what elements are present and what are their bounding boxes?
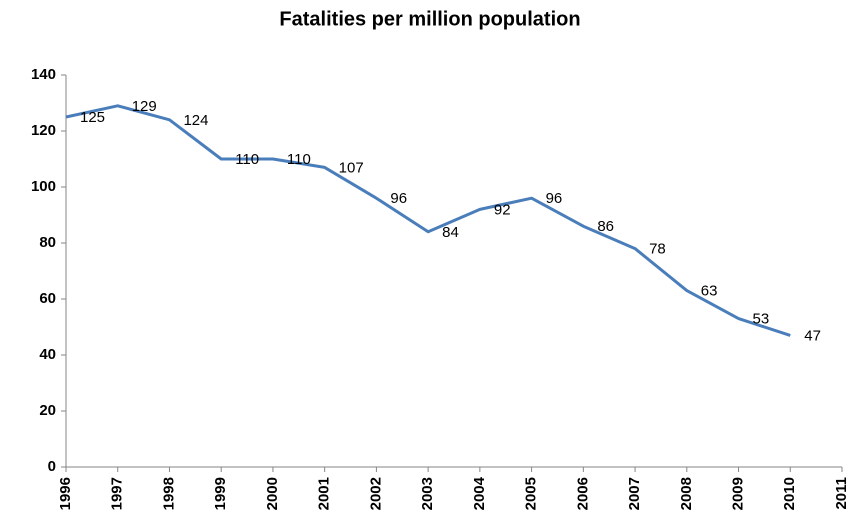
x-tick-label: 2009 bbox=[730, 477, 747, 510]
data-label: 92 bbox=[494, 201, 511, 218]
y-tick-label: 140 bbox=[31, 66, 56, 83]
y-tick-label: 60 bbox=[39, 290, 56, 307]
x-tick-label: 2008 bbox=[678, 477, 695, 510]
x-tick-label: 2007 bbox=[626, 477, 643, 510]
data-label: 78 bbox=[649, 241, 666, 258]
x-tick-label: 1998 bbox=[160, 477, 177, 510]
chart-title: Fatalities per million population bbox=[279, 8, 580, 30]
data-label: 124 bbox=[183, 112, 208, 129]
x-tick-label: 2010 bbox=[781, 477, 798, 510]
data-label: 129 bbox=[132, 98, 157, 115]
data-label: 86 bbox=[597, 218, 614, 235]
x-tick-label: 2002 bbox=[367, 477, 384, 510]
data-label: 53 bbox=[753, 311, 770, 328]
data-label: 125 bbox=[80, 109, 105, 126]
y-tick-label: 120 bbox=[31, 122, 56, 139]
x-tick-label: 1997 bbox=[109, 477, 126, 510]
y-tick-label: 100 bbox=[31, 178, 56, 195]
x-tick-label: 2006 bbox=[574, 477, 591, 510]
data-label: 107 bbox=[339, 159, 364, 176]
data-label: 110 bbox=[287, 151, 311, 168]
x-tick-label: 2000 bbox=[264, 477, 281, 510]
data-label: 110 bbox=[235, 151, 259, 168]
x-tick-label: 2011 bbox=[833, 477, 848, 510]
y-tick-label: 20 bbox=[39, 402, 56, 419]
x-tick-label: 2003 bbox=[419, 477, 436, 510]
x-tick-label: 2001 bbox=[316, 477, 333, 510]
data-label: 63 bbox=[701, 283, 718, 300]
y-tick-label: 40 bbox=[39, 346, 56, 363]
y-tick-label: 0 bbox=[48, 458, 56, 475]
data-label: 47 bbox=[804, 327, 821, 344]
x-tick-label: 1996 bbox=[57, 477, 74, 510]
data-line bbox=[65, 104, 791, 337]
x-tick-label: 2005 bbox=[523, 477, 540, 510]
data-label: 84 bbox=[442, 224, 459, 241]
x-tick-label: 1999 bbox=[212, 477, 229, 510]
y-tick-label: 80 bbox=[39, 234, 56, 251]
x-tick-label: 2004 bbox=[471, 476, 488, 510]
data-label: 96 bbox=[390, 190, 407, 207]
data-label: 96 bbox=[546, 190, 563, 207]
